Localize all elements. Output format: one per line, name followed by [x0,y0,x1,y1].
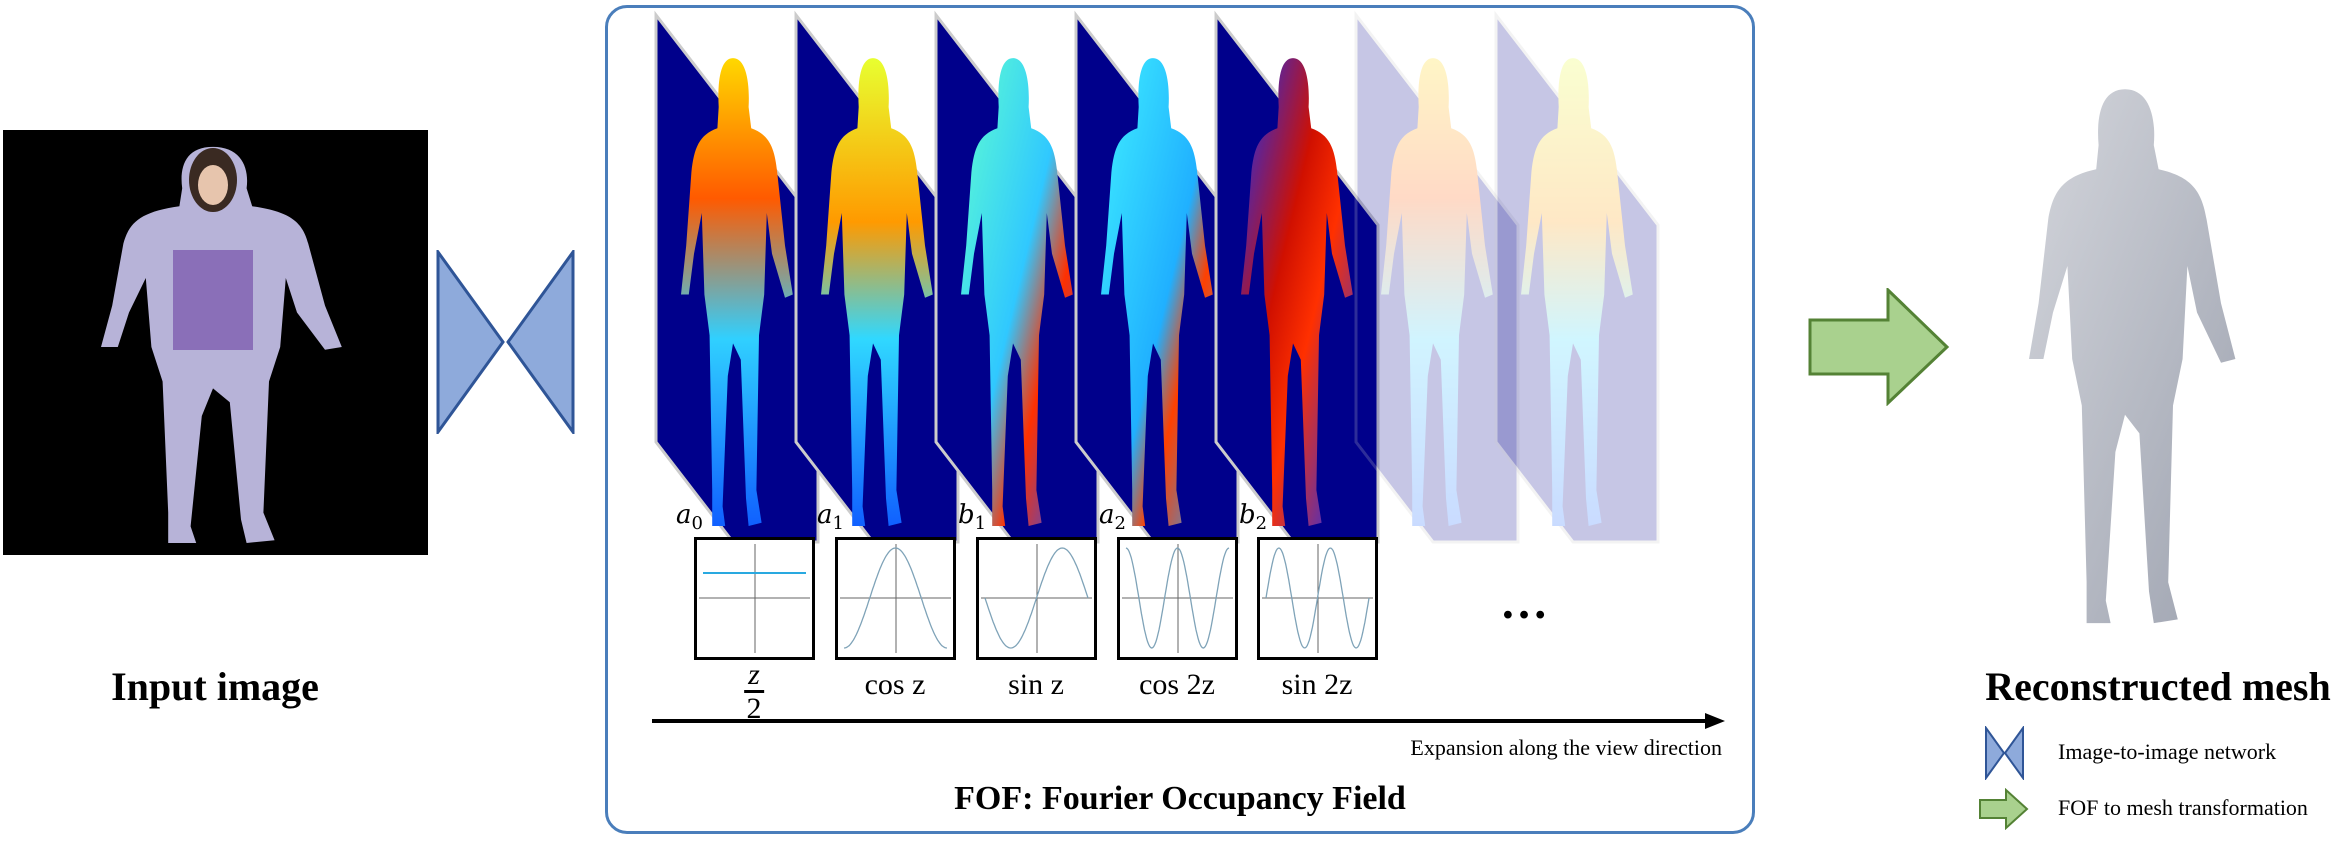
coefficient-symbol: b [1239,500,1256,530]
basis-function-plot [1117,537,1238,660]
legend-arrow-label: FOF to mesh transformation [2058,795,2308,820]
coefficient-symbol: a [676,500,692,530]
plot-axes [1122,544,1233,653]
reconstructed-mesh [2029,89,2236,624]
plot-axes [699,544,810,653]
person-photo [101,146,342,543]
legend-network-label: Image-to-image network [2058,739,2277,764]
fof-to-mesh-arrow-icon [1808,288,1950,406]
coefficient-label: a1 [817,500,844,534]
basis-label: sin z [1008,668,1064,701]
ellipsis: … [1500,576,1548,629]
coefficient-label: a0 [676,500,703,534]
coefficient-index: 1 [832,513,844,535]
fof-title: FOF: Fourier Occupancy Field [954,780,1406,817]
legend-arrow-icon [1979,788,2029,830]
plot-axes [840,544,951,653]
coefficient-label: b2 [1239,500,1267,534]
basis-label: cos 2z [1139,668,1215,701]
coefficient-index: 1 [974,513,987,535]
fof-heatmap-stack [654,10,1660,544]
fraction-denominator: 2 [746,692,762,725]
fraction-numerator: z [744,660,764,693]
basis-function-plot [976,537,1097,660]
coefficient-symbol: a [817,500,833,530]
fof-coefficient-map [1074,10,1240,544]
basis-curve [984,547,1089,649]
basis-curve [1125,547,1230,649]
coefficient-symbol: b [958,500,975,530]
basis-curve [1265,547,1370,649]
coefficient-index: 0 [691,513,703,535]
fof-coefficient-map [794,10,960,544]
coefficient-label: b1 [958,500,986,534]
fof-coefficient-map [934,10,1100,544]
coefficient-index: 2 [1114,513,1126,535]
basis-label: cos z [864,668,926,701]
axis-label: Expansion along the view direction [1410,735,1722,760]
fof-faded-map [1494,10,1660,544]
reconstructed-mesh-label: Reconstructed mesh [1985,664,2331,709]
image-to-image-network-icon [436,250,575,434]
basis-function-plot [694,537,815,660]
coefficient-symbol: a [1099,500,1115,530]
basis-function-plot [835,537,956,660]
fof-panel [605,5,1755,834]
fof-faded-map [1354,10,1520,544]
fof-coefficient-map [1214,10,1380,544]
basis-label: sin 2z [1281,668,1353,701]
input-image [3,130,428,555]
input-image-label: Input image [111,664,319,709]
legend-network-icon [1985,726,2024,780]
view-direction-arrow [652,713,1725,729]
coefficient-index: 2 [1255,513,1268,535]
basis-curve [843,547,948,649]
fof-coefficient-map [654,10,820,544]
basis-function-plot [1257,537,1378,660]
coefficient-label: a2 [1099,500,1126,534]
